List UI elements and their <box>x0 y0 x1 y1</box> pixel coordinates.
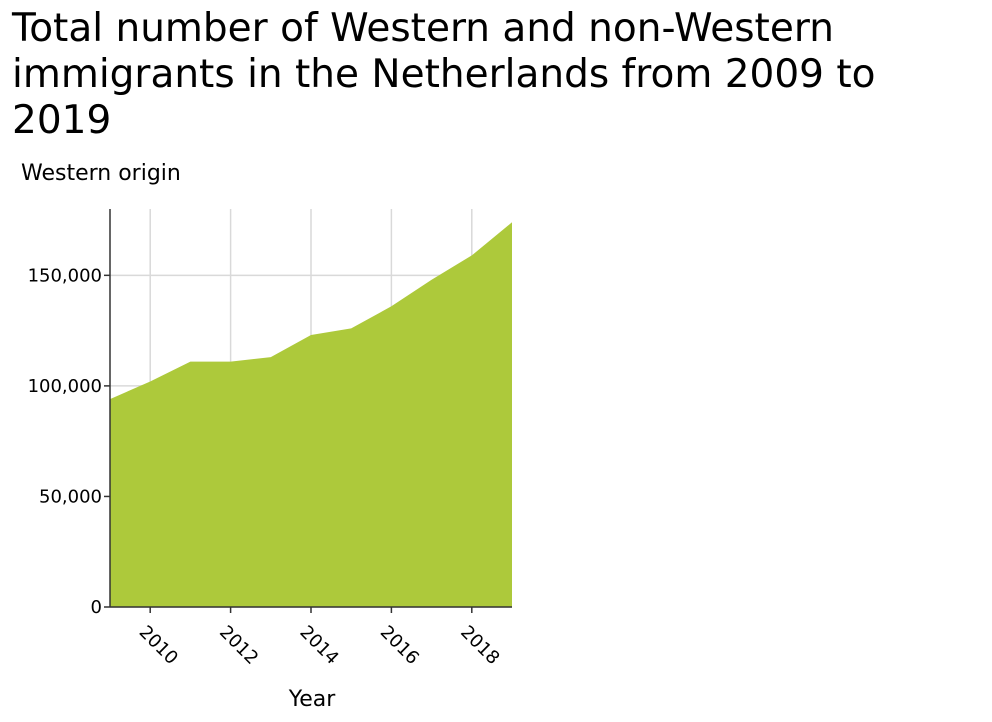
chart-title: Total number of Western and non-Western … <box>12 6 876 143</box>
y-tick-label-1: 50,000 <box>39 486 102 507</box>
x-tick-label-4: 2018 <box>456 622 503 669</box>
x-tick-label-3: 2016 <box>376 622 423 669</box>
area-series-0 <box>110 222 512 607</box>
x-axis-label: Year <box>288 687 337 712</box>
y-axis-label: Western origin <box>21 161 181 186</box>
x-tick-label-2: 2014 <box>295 622 342 669</box>
y-tick-label-2: 100,000 <box>28 376 102 397</box>
y-tick-label-3: 150,000 <box>28 265 102 286</box>
axes <box>104 209 512 613</box>
x-tick-label-1: 2012 <box>215 622 262 669</box>
y-tick-label-0: 0 <box>91 597 102 618</box>
plot-area <box>109 222 513 607</box>
x-tick-label-0: 2010 <box>135 622 182 669</box>
